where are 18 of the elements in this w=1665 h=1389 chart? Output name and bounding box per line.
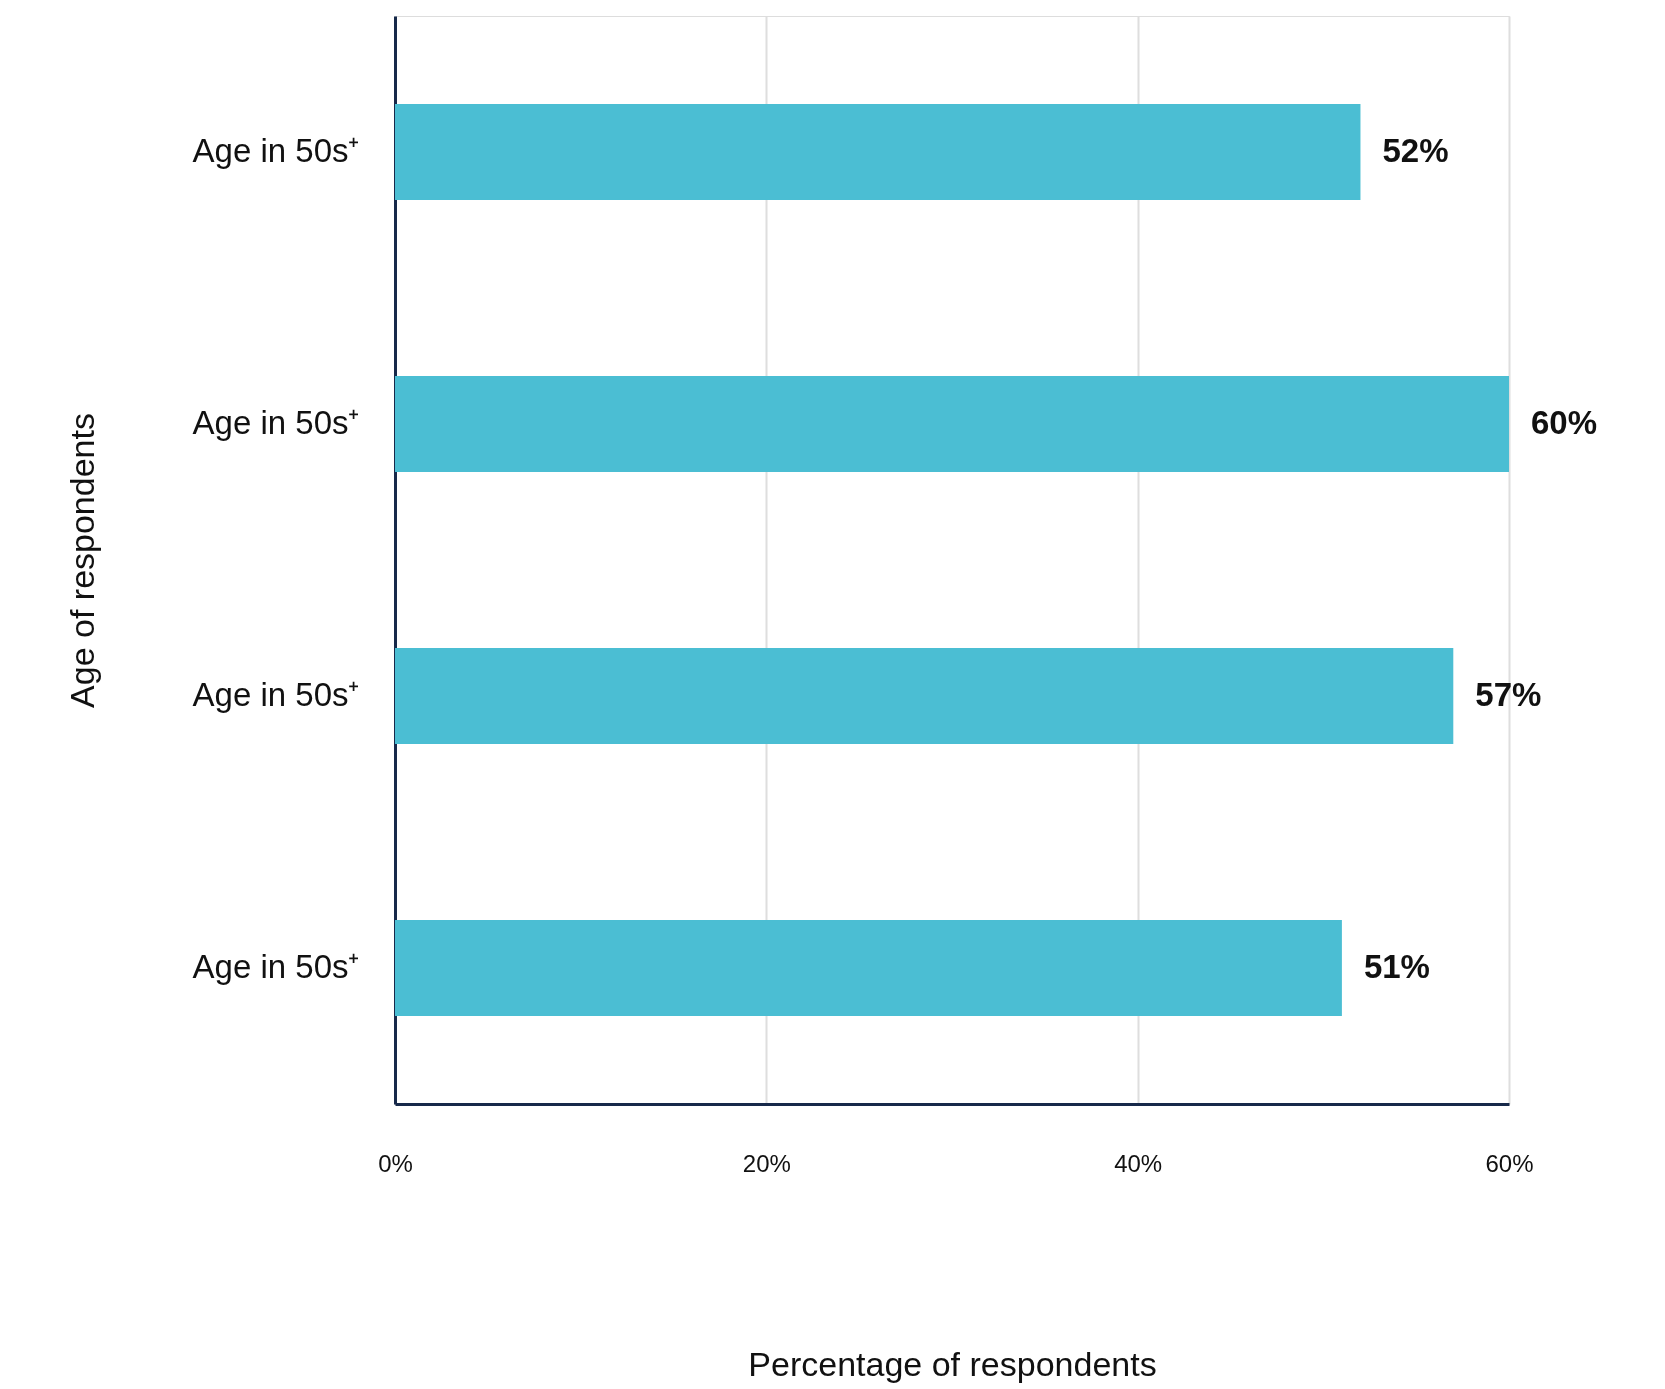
x-tick-label: 20%	[742, 1149, 791, 1177]
y-axis-title: Age of respondents	[62, 413, 101, 708]
y-tick-label: Age in 50s⁺	[192, 132, 360, 169]
x-tick-label: 60%	[1485, 1149, 1534, 1177]
y-tick-label: Age in 50s⁺	[192, 948, 360, 985]
data-label: 57%	[1475, 676, 1542, 713]
y-tick-label: Age in 50s⁺	[192, 404, 360, 441]
y-tick-label: Age in 50s⁺	[192, 676, 360, 713]
data-label: 51%	[1363, 948, 1430, 985]
x-tick-label: 40%	[1114, 1149, 1163, 1177]
x-axis-title: Percentage of respondents	[748, 1344, 1157, 1383]
data-label: 52%	[1382, 132, 1449, 169]
bar	[395, 920, 1342, 1016]
data-label: 60%	[1531, 404, 1598, 441]
bar	[395, 648, 1454, 744]
bar	[395, 104, 1361, 200]
bar	[395, 376, 1509, 472]
x-tick-label: 0%	[378, 1149, 413, 1177]
